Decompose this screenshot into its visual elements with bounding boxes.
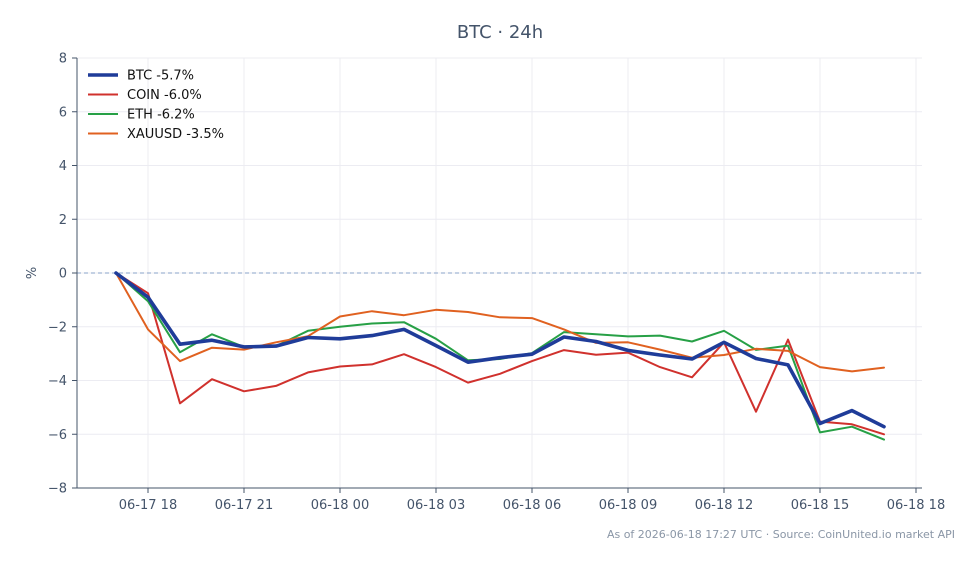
x-tick-label: 06-18 18 bbox=[887, 498, 945, 513]
chart-title: BTC · 24h bbox=[457, 22, 543, 43]
x-tick-label: 06-18 12 bbox=[695, 498, 753, 513]
series-line-coin bbox=[115, 272, 885, 436]
y-tick-label: 6 bbox=[59, 105, 67, 120]
x-tick-label: 06-18 09 bbox=[599, 498, 657, 513]
legend-label: BTC -5.7% bbox=[127, 69, 194, 84]
x-tick-label: 06-18 06 bbox=[503, 498, 561, 513]
y-tick-label: 4 bbox=[59, 159, 67, 174]
y-tick-label: 8 bbox=[59, 52, 67, 67]
y-tick-label: 0 bbox=[59, 267, 67, 282]
legend-label: XAUUSD -3.5% bbox=[127, 127, 224, 142]
y-axis-label: % bbox=[25, 267, 40, 279]
legend: BTC -5.7% COIN -6.0% ETH -6.2% XAUUSD -3.5% bbox=[88, 69, 224, 142]
series-line-xauusd bbox=[115, 272, 885, 373]
footer-source: As of 2026-06-18 17:27 UTC · Source: Coi… bbox=[607, 528, 955, 541]
y-ticks: −8 −6 −4 −2 0 2 4 6 8 bbox=[48, 52, 77, 497]
x-tick-label: 06-17 21 bbox=[215, 498, 273, 513]
y-tick-label: 2 bbox=[59, 213, 67, 228]
y-tick-label: −2 bbox=[48, 320, 67, 335]
y-tick-label: −4 bbox=[48, 374, 67, 389]
series-line-btc bbox=[114, 271, 886, 429]
x-tick-label: 06-18 03 bbox=[407, 498, 465, 513]
y-tick-label: −6 bbox=[48, 428, 67, 443]
legend-label: ETH -6.2% bbox=[127, 108, 195, 123]
x-tick-label: 06-18 15 bbox=[791, 498, 849, 513]
legend-label: COIN -6.0% bbox=[127, 88, 202, 103]
y-tick-label: −8 bbox=[48, 482, 67, 497]
x-ticks: 06-17 18 06-17 21 06-18 00 06-18 03 06-18 06… bbox=[119, 488, 945, 513]
x-tick-label: 06-17 18 bbox=[119, 498, 177, 513]
x-tick-label: 06-18 00 bbox=[311, 498, 369, 513]
series-lines bbox=[114, 271, 886, 441]
